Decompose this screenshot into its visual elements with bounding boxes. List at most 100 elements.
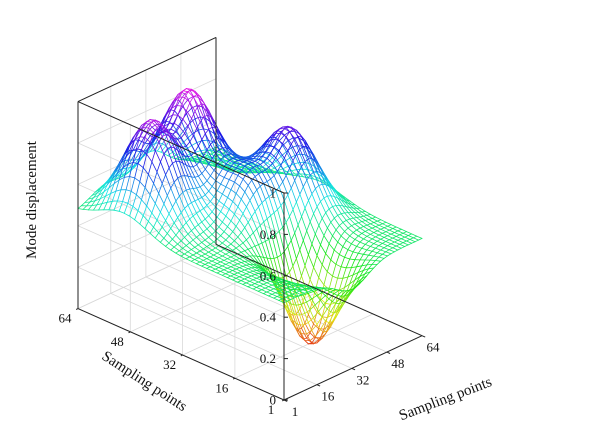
mesh-segment	[366, 245, 371, 251]
mesh-segment	[320, 235, 325, 246]
mesh-segment	[378, 223, 383, 226]
mesh-segment	[194, 175, 199, 178]
mesh-segment	[390, 251, 395, 255]
mesh-segment	[199, 210, 206, 220]
mesh-segment	[206, 149, 213, 159]
mesh-segment	[141, 137, 146, 151]
mesh-segment	[301, 207, 306, 218]
mesh-segment	[250, 283, 256, 286]
mesh-segment	[144, 173, 149, 188]
mesh-segment	[182, 90, 189, 93]
mesh-segment	[340, 235, 347, 241]
mesh-segment	[187, 154, 192, 158]
mesh-segment	[149, 232, 156, 239]
mesh-segment	[120, 153, 125, 164]
mesh-segment	[166, 195, 173, 208]
mesh-segment	[192, 252, 197, 256]
mesh-segment	[252, 228, 258, 234]
mesh-segment	[309, 304, 316, 311]
mesh-segment	[139, 223, 146, 230]
back-wall-gridline	[77, 78, 217, 144]
mesh-segment	[249, 167, 254, 171]
mesh-segment	[373, 232, 380, 236]
mesh-segment	[274, 290, 280, 294]
mesh-segment	[268, 196, 275, 214]
mesh-segment	[273, 286, 278, 290]
mesh-segment	[218, 221, 223, 228]
mesh-segment	[276, 256, 284, 279]
mesh-segment	[177, 243, 184, 249]
mesh-segment	[232, 260, 239, 265]
mesh-segment	[265, 166, 270, 171]
mesh-segment	[180, 137, 187, 147]
mesh-segment	[288, 295, 295, 299]
mesh-segment	[252, 167, 260, 175]
mesh-segment	[263, 158, 268, 163]
mesh-segment	[132, 194, 137, 207]
mesh-segment	[127, 190, 132, 204]
mesh-segment	[383, 235, 389, 238]
mesh-segment	[214, 245, 220, 249]
mesh-segment	[122, 201, 129, 204]
mesh-segment	[235, 268, 242, 272]
mesh-segment	[378, 242, 383, 247]
mesh-segment	[268, 162, 273, 168]
floor-gridline	[110, 293, 318, 386]
mesh-segment	[373, 230, 378, 233]
mesh-segment	[258, 165, 263, 168]
mesh-segment	[194, 259, 201, 263]
mesh-segment	[402, 240, 407, 244]
mesh-segment	[306, 148, 311, 158]
mesh-segment	[163, 117, 168, 127]
mesh-segment	[304, 291, 309, 294]
mesh-segment	[139, 127, 144, 138]
mesh-segment	[210, 143, 217, 154]
mesh-segment	[397, 228, 402, 232]
mesh-segment	[340, 290, 347, 297]
mesh-segment	[168, 114, 174, 124]
mesh-segment	[287, 289, 292, 293]
mesh-segment	[357, 265, 363, 273]
mesh-segment	[306, 174, 311, 181]
mesh-segment	[142, 215, 149, 222]
mesh-segment	[356, 245, 363, 249]
mesh-segment	[309, 174, 316, 190]
mesh-segment	[89, 197, 94, 203]
mesh-segment	[364, 240, 370, 245]
mesh-segment	[280, 157, 285, 166]
mesh-segment	[373, 263, 378, 269]
mesh-segment	[191, 176, 198, 189]
mesh-segment	[297, 135, 303, 138]
mesh-segment	[208, 149, 215, 154]
mesh-segment	[345, 218, 351, 221]
mesh-segment	[194, 116, 201, 120]
mesh-segment	[125, 150, 132, 157]
mesh-segment	[250, 275, 258, 279]
mesh-segment	[280, 171, 287, 173]
mesh-segment	[349, 258, 356, 261]
mesh-segment	[259, 146, 265, 153]
mesh-segment	[222, 147, 229, 155]
mesh-segment	[388, 228, 394, 231]
mesh-segment	[184, 132, 191, 143]
mesh-segment	[204, 262, 209, 265]
mesh-segment	[363, 235, 368, 240]
mesh-segment	[387, 233, 392, 237]
mesh-segment	[258, 158, 265, 163]
mesh-segment	[194, 198, 199, 202]
mesh-segment	[373, 255, 380, 258]
mesh-segment	[291, 170, 296, 175]
mesh-segment	[201, 173, 208, 182]
mesh-segment	[187, 202, 192, 206]
mesh-segment	[275, 155, 282, 162]
mesh-segment	[293, 287, 299, 290]
mesh-segment	[332, 206, 339, 216]
mesh-segment	[271, 283, 276, 286]
mesh-segment	[123, 202, 129, 214]
mesh-segment	[363, 226, 370, 231]
mesh-segment	[189, 141, 196, 152]
mesh-segment	[225, 155, 232, 159]
x-tick-label: 64	[427, 340, 441, 355]
mesh-segment	[273, 139, 279, 148]
mesh-segment	[221, 186, 227, 195]
